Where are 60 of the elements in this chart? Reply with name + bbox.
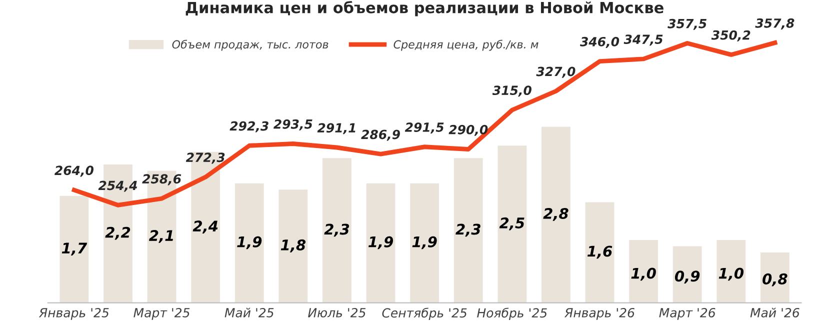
data-label: 272,3 — [186, 152, 225, 164]
data-label: 2,3 — [456, 224, 480, 237]
bar — [366, 183, 396, 303]
data-label: 2,3 — [324, 224, 350, 237]
x-tick-label: Март '25 — [134, 308, 190, 320]
data-label: 1,0 — [718, 268, 744, 281]
data-label: 2,1 — [148, 230, 173, 243]
data-label: 315,0 — [492, 86, 532, 97]
bar — [542, 126, 570, 303]
x-tick-label: Май '26 — [750, 308, 800, 318]
data-label: 357,8 — [755, 18, 794, 30]
data-label: 357,5 — [668, 18, 706, 30]
data-label: 292,3 — [230, 121, 268, 132]
data-label: 286,9 — [361, 130, 400, 141]
data-label: 347,5 — [624, 34, 663, 46]
x-tick-label: Март '26 — [659, 308, 716, 320]
data-label: 327,0 — [536, 66, 576, 78]
data-label: 1,8 — [280, 239, 306, 252]
data-label: 2,2 — [105, 226, 130, 240]
data-label: 293,5 — [274, 119, 312, 130]
data-label: 2,5 — [499, 217, 524, 230]
bar — [278, 190, 308, 303]
bar — [629, 240, 658, 303]
bar — [322, 158, 352, 303]
x-tick-label: Январь '25 — [38, 308, 109, 320]
data-label: 1,9 — [237, 236, 262, 250]
data-label: 2,4 — [192, 220, 218, 234]
data-label: 1,6 — [587, 246, 612, 259]
bar — [454, 158, 483, 303]
data-label: 350,2 — [711, 30, 750, 42]
data-label: 2,8 — [543, 208, 568, 221]
data-label: 1,0 — [631, 268, 656, 281]
data-label: 290,0 — [448, 124, 488, 136]
bar — [498, 146, 527, 303]
bar — [234, 183, 264, 303]
bar — [60, 196, 89, 303]
data-label: 258,6 — [142, 174, 182, 186]
data-label: 346,0 — [580, 36, 620, 48]
data-label: 1,9 — [412, 236, 437, 250]
data-label: 291,5 — [404, 122, 444, 134]
bar — [672, 246, 702, 303]
chart-title: Динамика цен и объемов реализации в Новой Москве — [186, 1, 664, 16]
data-label: 1,9 — [368, 236, 394, 250]
data-label: 291,1 — [317, 123, 356, 134]
data-label: 0,8 — [762, 273, 788, 286]
legend-label: Средняя цена, руб./кв. м — [394, 40, 538, 51]
bar — [760, 252, 790, 303]
x-tick-label: Сентябрь '25 — [382, 308, 467, 320]
bar — [585, 202, 614, 303]
x-tick-label: Ноябрь '25 — [477, 308, 547, 320]
bar — [410, 183, 440, 303]
data-label: 1,7 — [62, 242, 88, 256]
data-label: 264,0 — [54, 166, 94, 177]
x-tick-label: Январь '26 — [564, 308, 634, 320]
bar — [716, 240, 746, 303]
x-tick-label: Июль '25 — [308, 308, 366, 318]
legend-label: Объем продаж, тыс. лотов — [172, 40, 328, 51]
data-label: 0,9 — [674, 270, 700, 284]
x-tick-label: Май '25 — [224, 308, 274, 318]
data-label: 254,4 — [98, 180, 137, 192]
